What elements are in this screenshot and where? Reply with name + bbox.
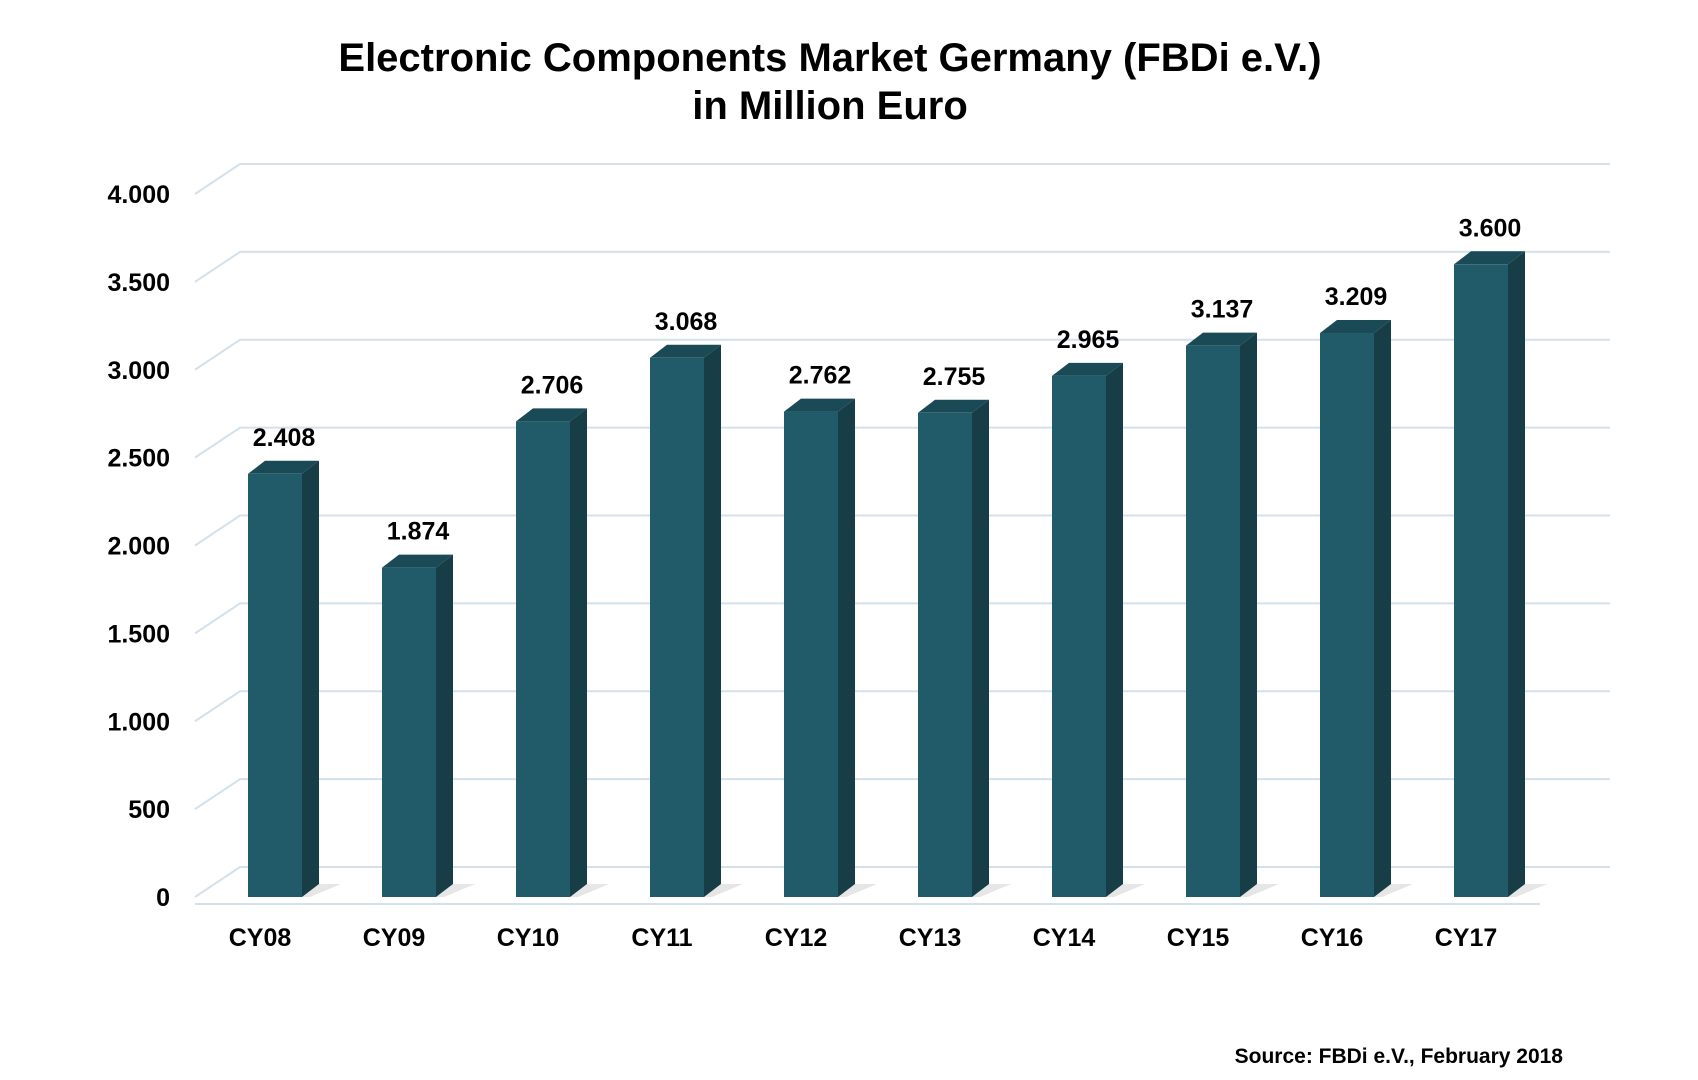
x-category-label: CY15 (1167, 924, 1230, 952)
bar (650, 357, 704, 897)
bar-side (1508, 251, 1525, 898)
bar-shadow (1106, 884, 1145, 897)
bar (918, 412, 972, 897)
data-labels: 2.408 1.874 2.706 3.068 2.762 2.755 2.965 3.137… (253, 214, 1522, 545)
bar-side (972, 399, 989, 897)
x-category-label: CY11 (631, 924, 692, 952)
grid-lines (194, 163, 1610, 905)
x-category-label: CY14 (1033, 924, 1096, 952)
y-tick-label: 0 (156, 884, 170, 912)
bar-top (382, 554, 453, 568)
bar (248, 473, 302, 897)
y-tick-label: 1.500 (107, 620, 170, 648)
bar-shadow (1374, 884, 1413, 897)
data-label: 3.600 (1459, 214, 1522, 242)
bars (248, 251, 1547, 898)
grid-line (194, 338, 1610, 371)
x-category-label: CY17 (1435, 924, 1498, 952)
bar-top (784, 398, 855, 412)
data-label: 3.137 (1191, 296, 1254, 324)
y-tick-label: 500 (128, 796, 170, 824)
bar (382, 567, 436, 897)
y-tick-label: 2.500 (107, 445, 170, 473)
bar (1052, 375, 1106, 897)
x-category-label: CY09 (363, 924, 426, 952)
grid-line (194, 426, 1610, 459)
x-axis-categories: CY08 CY09 CY10 CY11 CY12 CY13 CY14 CY15 CY16 CY17 (229, 924, 1498, 952)
bar-side (570, 408, 587, 897)
grid-line (194, 163, 1610, 195)
y-tick-label: 3.000 (107, 357, 170, 385)
data-label: 2.408 (253, 424, 316, 452)
bar-side (1374, 320, 1391, 897)
bar-shadow (972, 884, 1011, 897)
bar-top (248, 460, 319, 474)
x-category-label: CY16 (1301, 924, 1364, 952)
x-category-label: CY10 (497, 924, 560, 952)
y-tick-label: 2.000 (107, 533, 170, 561)
bar-shadow (302, 884, 341, 897)
bar-shadow (436, 884, 475, 897)
bar-shadow (1508, 884, 1547, 897)
bar (1320, 333, 1374, 897)
y-tick-label: 4.000 (107, 181, 170, 209)
grid-line (194, 866, 1610, 898)
y-tick-label: 1.000 (107, 708, 170, 736)
bar-top (516, 408, 587, 422)
chart-title: Electronic Components Market Germany (FB… (0, 34, 1660, 130)
bar-shadow (1240, 884, 1279, 897)
bar-side (436, 554, 453, 897)
x-category-label: CY13 (899, 924, 962, 952)
bar-side (704, 344, 721, 897)
bar (784, 411, 838, 897)
data-label: 2.706 (521, 371, 584, 399)
bar-side (302, 460, 319, 897)
bar-shadow (704, 884, 743, 897)
y-tick-label: 3.500 (107, 269, 170, 297)
bar-shadow (570, 884, 609, 897)
bar-top (1052, 362, 1123, 376)
bar-side (1106, 362, 1123, 897)
data-label: 3.209 (1325, 283, 1388, 311)
grid-line (194, 778, 1610, 810)
grid-line (194, 514, 1610, 547)
data-label: 2.762 (789, 362, 852, 390)
data-label: 3.068 (655, 308, 718, 336)
chart-title-line2: in Million Euro (692, 84, 968, 128)
x-category-label: CY08 (229, 924, 292, 952)
source-note: Source: FBDi e.V., February 2018 (1234, 1045, 1563, 1068)
bar (1454, 264, 1508, 897)
bar-top (1454, 251, 1525, 265)
bar-top (1186, 332, 1257, 346)
bar-top (650, 344, 721, 358)
x-category-label: CY12 (765, 924, 828, 952)
bar-top (1320, 320, 1391, 334)
grid-line (194, 690, 1610, 723)
grid-line (194, 250, 1610, 283)
bar (516, 421, 570, 897)
grid-line (194, 602, 1610, 635)
bar-side (1240, 332, 1257, 897)
data-label: 2.755 (923, 363, 986, 391)
bar-side (838, 398, 855, 897)
chart-title-line1: Electronic Components Market Germany (FB… (338, 36, 1322, 80)
bar-top (918, 399, 989, 413)
bar (1186, 345, 1240, 897)
y-axis-ticks: 0 500 1.000 1.500 2.000 2.500 3.000 3.500 4.000 (107, 181, 170, 912)
data-label: 1.874 (387, 518, 450, 546)
data-label: 2.965 (1057, 326, 1120, 354)
bar-shadow (838, 884, 877, 897)
